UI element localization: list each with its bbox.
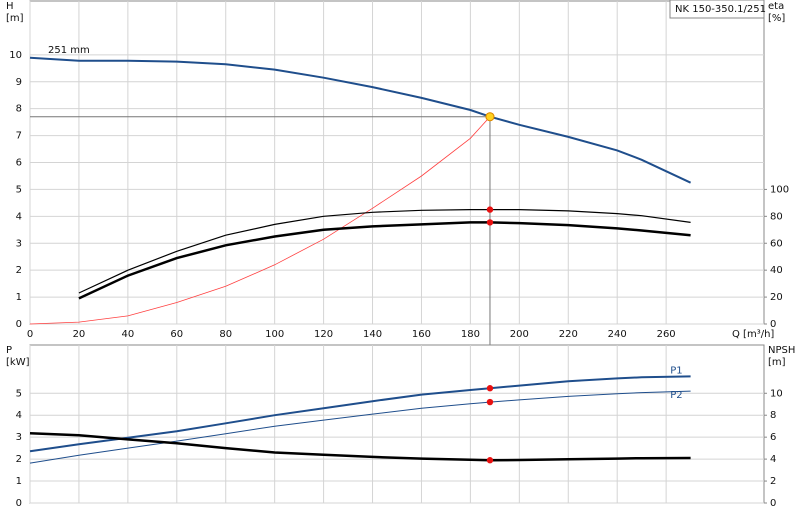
y-tick-label: 0 bbox=[16, 498, 22, 509]
y-axis-label: [kW] bbox=[6, 357, 30, 368]
x-tick-label: 20 bbox=[73, 329, 86, 340]
y-tick-label: 1 bbox=[16, 292, 22, 303]
x-tick-label: 120 bbox=[314, 329, 333, 340]
series-line bbox=[29, 116, 491, 325]
x-tick-label: 60 bbox=[170, 329, 183, 340]
y-tick-label: 4 bbox=[16, 211, 22, 222]
y2-tick-label: 4 bbox=[770, 454, 776, 465]
y2-axis-label: eta bbox=[768, 1, 784, 12]
y2-tick-label: 0 bbox=[770, 319, 776, 330]
series-line bbox=[78, 209, 691, 294]
series-label: P1 bbox=[670, 365, 682, 376]
series-line bbox=[29, 56, 692, 184]
y-axis-label: H bbox=[6, 1, 14, 12]
y2-tick-label: 8 bbox=[770, 410, 776, 421]
y-tick-label: 1 bbox=[16, 476, 22, 487]
x-tick-label: 160 bbox=[412, 329, 431, 340]
y2-tick-label: 6 bbox=[770, 432, 776, 443]
series-line bbox=[78, 221, 691, 300]
y-tick-label: 0 bbox=[16, 319, 22, 330]
x-axis-label: Q [m³/h] bbox=[732, 329, 774, 340]
y2-tick-label: 100 bbox=[770, 184, 789, 195]
y-axis-label: [m] bbox=[6, 13, 24, 24]
y-tick-label: 10 bbox=[9, 50, 22, 61]
duty-point bbox=[485, 112, 495, 122]
y2-tick-label: 10 bbox=[770, 388, 783, 399]
y2-tick-label: 0 bbox=[770, 498, 776, 509]
duty-point bbox=[486, 206, 494, 213]
y2-axis-label: NPSH bbox=[768, 345, 795, 356]
duty-point bbox=[486, 398, 494, 406]
duty-point bbox=[486, 219, 494, 226]
y2-tick-label: 80 bbox=[770, 211, 783, 222]
duty-point bbox=[486, 385, 494, 392]
y-tick-label: 2 bbox=[16, 265, 22, 276]
x-tick-label: 200 bbox=[510, 329, 529, 340]
y-tick-label: 3 bbox=[16, 432, 22, 443]
y2-tick-label: 2 bbox=[770, 476, 776, 487]
x-tick-label: 100 bbox=[265, 329, 284, 340]
y-tick-label: 6 bbox=[16, 158, 22, 169]
y2-axis-label: [m] bbox=[768, 357, 786, 368]
y-tick-label: 8 bbox=[16, 104, 22, 115]
x-tick-label: 240 bbox=[608, 329, 627, 340]
y2-axis-label: [%] bbox=[768, 13, 785, 24]
x-tick-label: 220 bbox=[559, 329, 578, 340]
y-tick-label: 2 bbox=[16, 454, 22, 465]
y-tick-label: 5 bbox=[16, 388, 22, 399]
y-tick-label: 3 bbox=[16, 238, 22, 249]
y-tick-label: 9 bbox=[16, 77, 22, 88]
title-box bbox=[669, 0, 765, 19]
series-line bbox=[29, 390, 691, 464]
x-tick-label: 40 bbox=[121, 329, 134, 340]
series-line bbox=[29, 431, 691, 462]
y-tick-label: 4 bbox=[16, 410, 22, 421]
x-tick-label: 260 bbox=[657, 329, 676, 340]
duty-point bbox=[486, 457, 494, 464]
x-tick-label: 0 bbox=[27, 329, 33, 340]
x-tick-label: 140 bbox=[363, 329, 382, 340]
x-tick-label: 80 bbox=[219, 329, 232, 340]
x-tick-label: 180 bbox=[461, 329, 480, 340]
series-label: 251 mm bbox=[48, 45, 90, 56]
y-tick-label: 7 bbox=[16, 131, 22, 142]
plot-area bbox=[29, 344, 765, 504]
y2-tick-label: 60 bbox=[770, 238, 783, 249]
y-axis-label: P bbox=[6, 345, 12, 356]
series-label: P2 bbox=[670, 390, 682, 401]
y2-tick-label: 20 bbox=[770, 292, 783, 303]
y2-tick-label: 40 bbox=[770, 265, 783, 276]
chart-title: NK 150-350.1/251 bbox=[675, 4, 766, 15]
series-line bbox=[29, 375, 691, 453]
y-tick-label: 5 bbox=[16, 184, 22, 195]
